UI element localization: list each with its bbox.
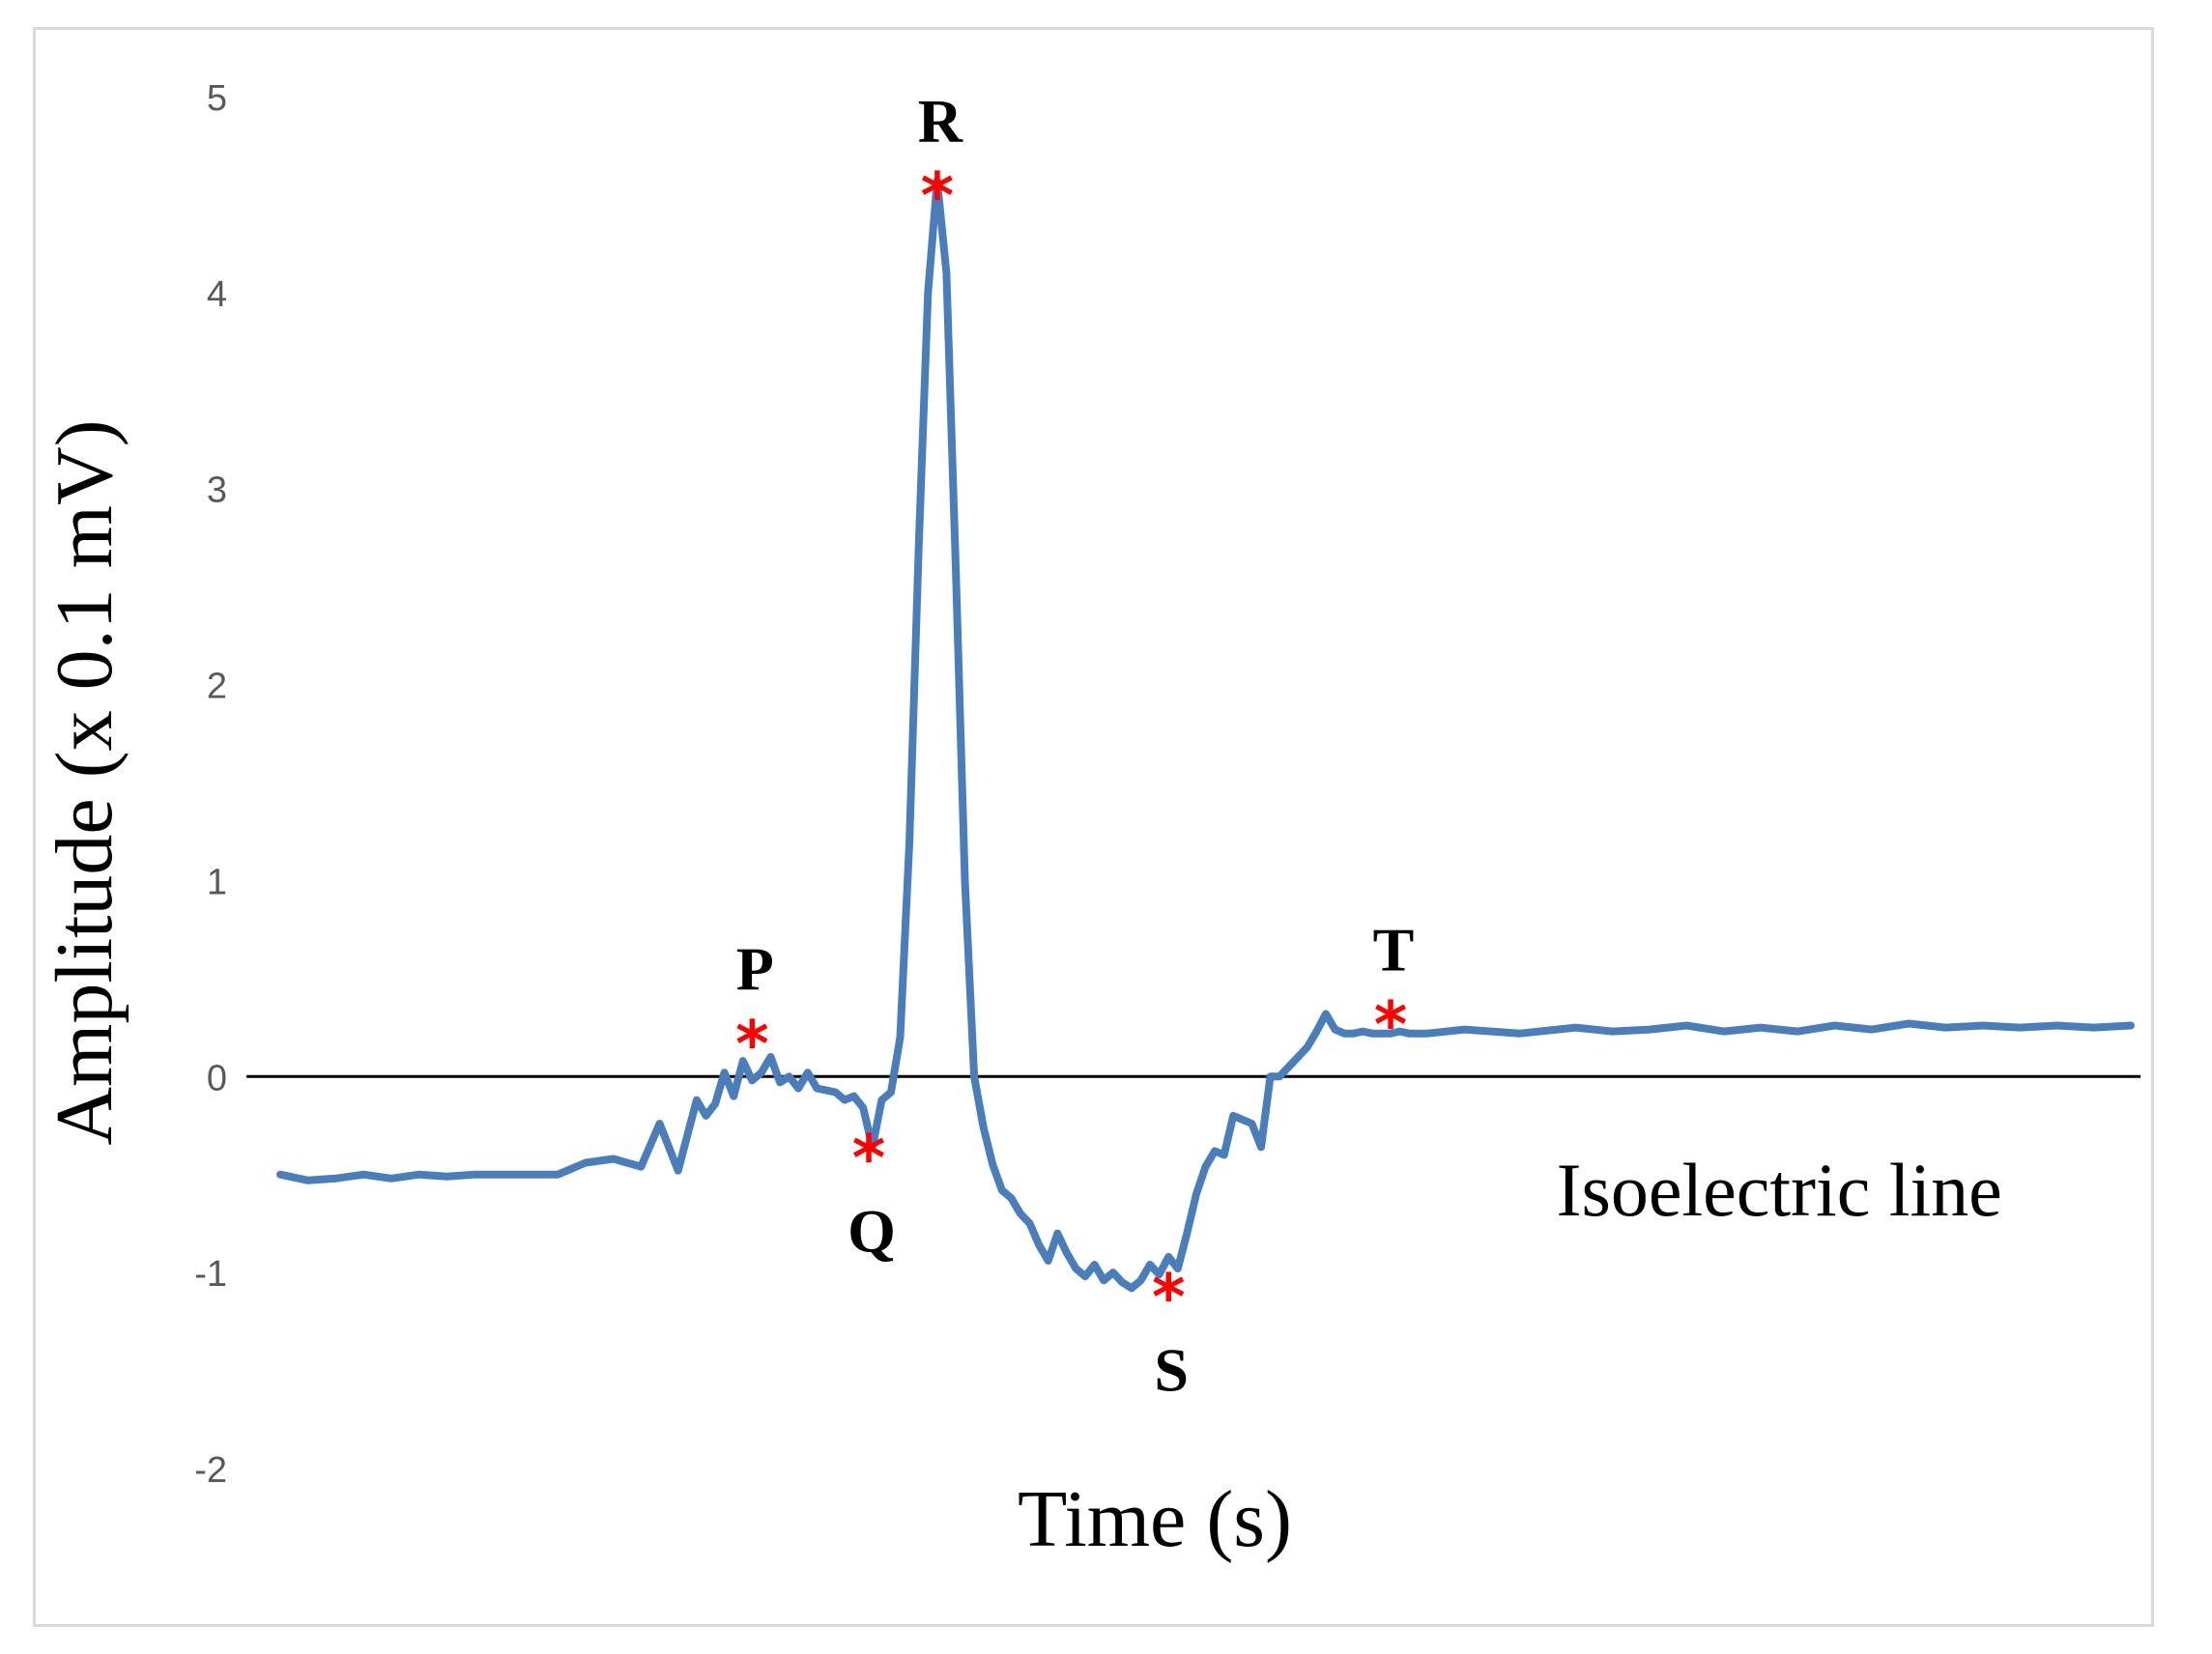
wave-point-label-t: T bbox=[1373, 915, 1415, 984]
wave-point-label-p: P bbox=[736, 935, 774, 1004]
wave-point-marker-q: * bbox=[852, 1121, 886, 1195]
wave-point-marker-r: * bbox=[921, 158, 955, 233]
wave-point-marker-s: * bbox=[1152, 1260, 1186, 1334]
x-axis-title: Time (s) bbox=[1018, 1474, 1292, 1564]
wave-points-layer: *P*Q*R*S*T bbox=[735, 86, 1414, 1404]
wave-point-label-r: R bbox=[918, 86, 963, 155]
annotation-layer: Isoelectric line bbox=[1557, 1148, 2002, 1232]
wave-point-label-q: Q bbox=[847, 1196, 896, 1265]
y-tick-label: 2 bbox=[207, 667, 227, 707]
ecg-series-line bbox=[276, 177, 2135, 1293]
series-layer bbox=[276, 177, 2135, 1293]
y-tick-label: 5 bbox=[207, 78, 227, 119]
y-tick-label: 1 bbox=[207, 862, 227, 902]
isoelectric-line-annotation: Isoelectric line bbox=[1557, 1148, 2002, 1232]
y-tick-label: -1 bbox=[194, 1254, 227, 1295]
y-axis-title: Amplitude (x 0.1 mV) bbox=[40, 419, 129, 1145]
y-tick-label: -2 bbox=[194, 1450, 227, 1491]
y-axis-ticks: 5 4 3 2 1 0 -1 -2 bbox=[194, 78, 227, 1491]
wave-point-marker-p: * bbox=[735, 1008, 769, 1082]
chart-frame bbox=[33, 27, 2154, 1627]
wave-point-label-s: S bbox=[1154, 1335, 1189, 1404]
y-tick-label: 0 bbox=[207, 1058, 227, 1098]
y-tick-label: 4 bbox=[207, 274, 227, 315]
wave-point-marker-t: * bbox=[1374, 987, 1408, 1062]
y-tick-label: 3 bbox=[207, 471, 227, 511]
